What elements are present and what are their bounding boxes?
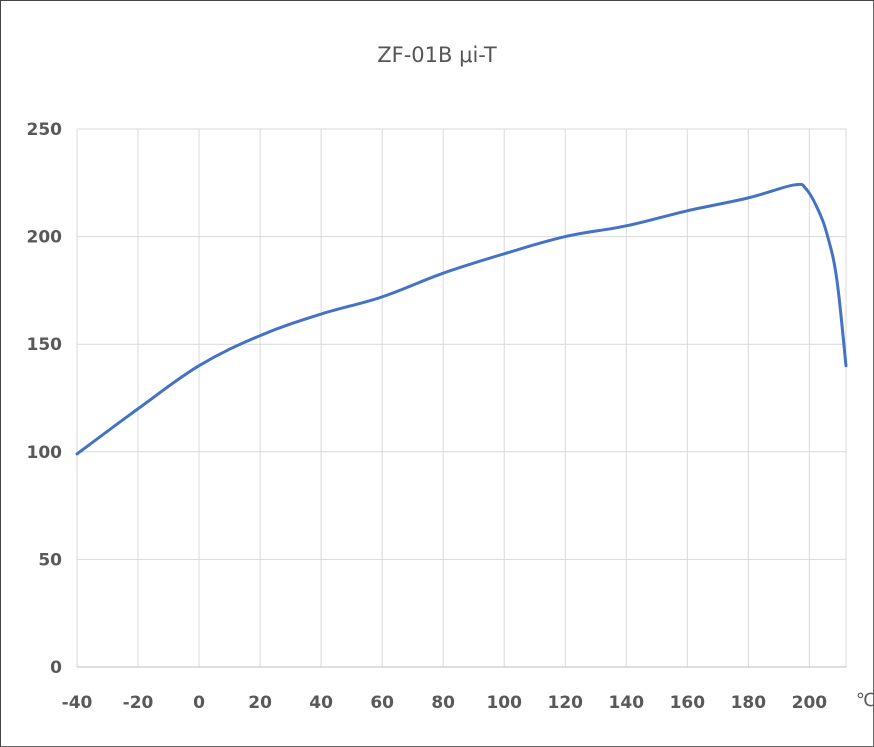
x-tick-label: 120	[548, 693, 584, 713]
tick-labels: 0 50 100 150 200 250 -40 -20 0 20 40 60 80 100 120 140 1…	[27, 120, 828, 713]
x-tick-label: 160	[670, 693, 706, 713]
chart-title: ZF-01B μi-T	[377, 43, 497, 67]
y-tick-label: 100	[27, 443, 63, 463]
y-tick-label: 250	[27, 120, 63, 140]
x-tick-label: 0	[193, 693, 205, 713]
x-tick-label: 40	[309, 693, 333, 713]
x-tick-label: 80	[431, 693, 455, 713]
y-tick-label: 200	[27, 228, 63, 248]
x-tick-label: -40	[62, 693, 93, 713]
x-tick-label: 100	[486, 693, 522, 713]
y-tick-label: 50	[38, 550, 62, 570]
x-tick-label: 20	[248, 693, 272, 713]
x-tick-label: 180	[731, 693, 767, 713]
x-tick-label: 200	[792, 693, 828, 713]
grid	[76, 128, 847, 667]
series-line	[75, 182, 848, 456]
x-tick-label: 60	[370, 693, 394, 713]
x-unit-label: ℃	[856, 690, 874, 711]
x-tick-label: -20	[123, 693, 154, 713]
y-tick-label: 0	[50, 658, 62, 678]
x-tick-label: 140	[609, 693, 645, 713]
y-tick-label: 150	[27, 335, 63, 355]
series-lines	[75, 182, 848, 456]
